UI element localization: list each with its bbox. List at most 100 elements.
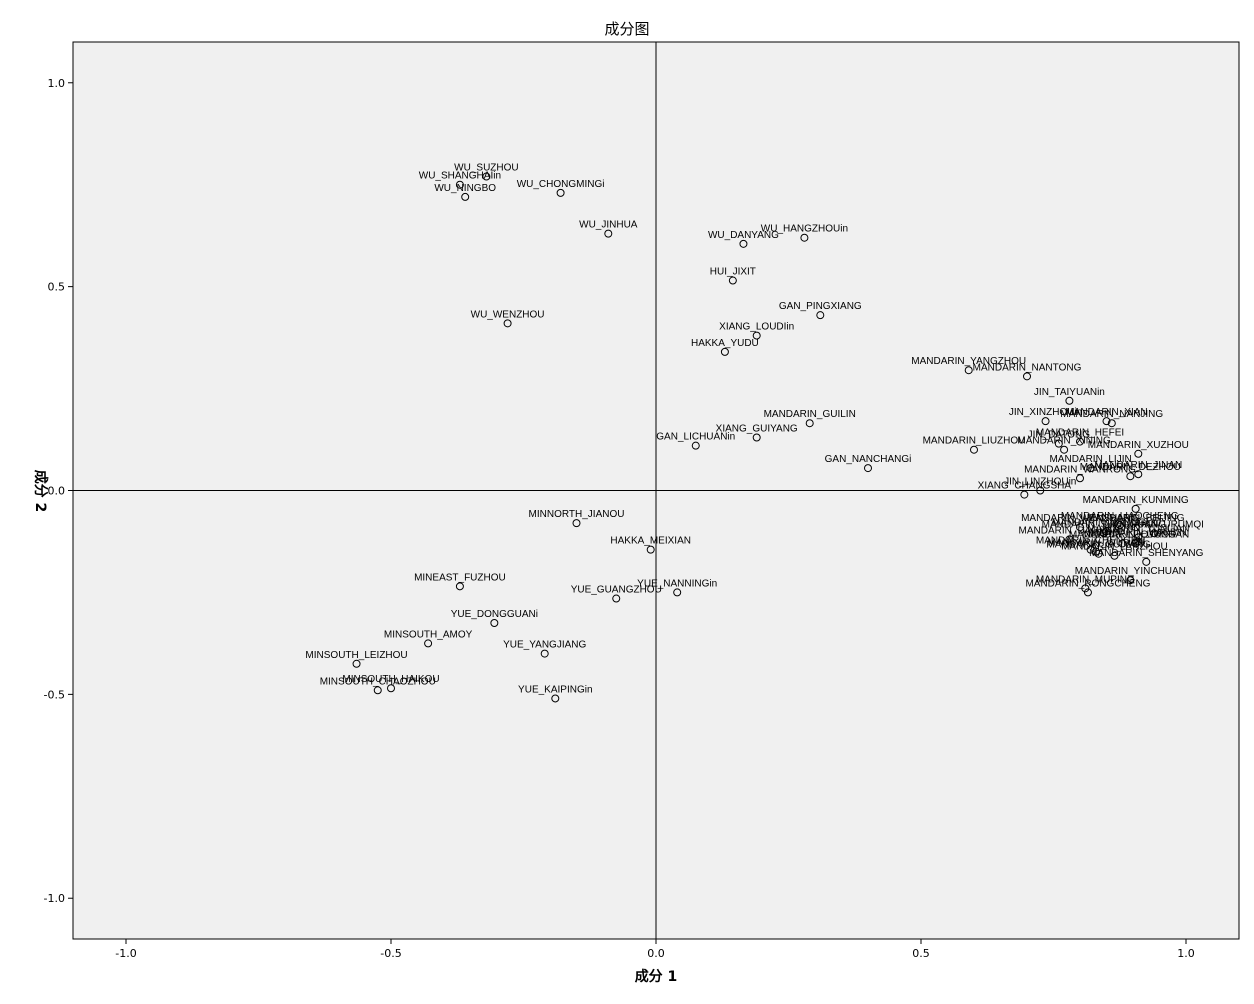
data-point	[1134, 449, 1143, 458]
axis-ticks: -1.0 -0.5 0.0 0.5 1.0 1.0 0.5 0.0 -0.5 -1.0	[44, 77, 1195, 960]
data-point	[1131, 504, 1140, 513]
data-point	[1020, 490, 1029, 499]
data-point-label: MANDARIN_SHOUGUANG	[1042, 519, 1167, 530]
data-point-label: WU_SUZHOU	[454, 163, 518, 174]
data-point	[1142, 557, 1151, 566]
data-point	[1041, 417, 1050, 426]
data-point	[1036, 486, 1045, 495]
y-tick-label: 0.0	[48, 485, 66, 498]
data-point-label: JIN_LINZHOUin	[1004, 477, 1076, 488]
data-point	[1091, 547, 1100, 556]
y-tick-label: -0.5	[44, 688, 65, 701]
data-point	[970, 445, 978, 454]
data-point	[752, 433, 761, 442]
data-point	[1134, 533, 1143, 542]
data-point-label: MANDARIN_LIJIN	[1049, 454, 1131, 465]
data-point-label: JIN_TAIYUANin	[1034, 387, 1105, 398]
data-point	[964, 366, 973, 375]
data-point-label: YUE_GUANGZHOU	[571, 585, 662, 596]
data-point	[1086, 545, 1095, 554]
data-point	[1118, 539, 1127, 548]
data-point-label: MINNORTH_JIANOU	[529, 509, 625, 520]
data-point	[1099, 529, 1108, 538]
data-point	[816, 311, 825, 320]
data-point-label: MANDARIN_LUOYANG	[1069, 530, 1176, 541]
data-point	[739, 239, 748, 248]
data-point-label: WU_WENZHOU	[471, 309, 545, 320]
data-point-label: MANDARIN_XUZHOU	[1088, 440, 1189, 451]
data-point-label: MANDARIN_DEZHOU	[1080, 462, 1181, 473]
data-point-label: MINSOUTH_LEIZHOU	[305, 650, 407, 661]
data-point-label: MANDARIN_WUHAN	[1048, 538, 1145, 549]
data-point-label: MANDARIN_YINCHUAN	[1075, 566, 1186, 577]
data-point-label: MANDARIN_WENSHANG	[1021, 513, 1139, 524]
data-point-label: YUE_YANGJIANG	[503, 640, 586, 651]
data-point	[387, 684, 395, 693]
data-point	[540, 649, 549, 658]
data-point-label: MANDARIN_JINAN	[1094, 460, 1182, 471]
y-tick-label: 1.0	[48, 77, 66, 90]
data-point	[604, 229, 613, 238]
data-point	[572, 519, 581, 528]
data-point	[1134, 470, 1143, 479]
data-point-label: MANDARIN_GUILIN	[764, 409, 856, 420]
data-point-label: MINSOUTH_AMOY	[384, 629, 473, 640]
data-point	[1131, 523, 1140, 532]
data-point	[461, 192, 470, 201]
data-point-label: WU_CHONGMINGi	[517, 179, 605, 190]
data-point	[503, 319, 512, 328]
data-point	[1023, 372, 1031, 381]
data-point	[1134, 537, 1143, 546]
data-point-label: MINEAST_FUZHOU	[414, 572, 506, 583]
data-point-label: MANDARIN_WANRONG	[1024, 464, 1136, 475]
data-point-label: MANDARIN_URUMQI	[1104, 519, 1203, 530]
reference-lines	[73, 42, 1239, 939]
data-point	[1115, 521, 1124, 530]
data-point	[490, 619, 499, 628]
data-point	[864, 464, 872, 473]
data-point-label: MANDARIN_CHENGDU	[1036, 536, 1145, 547]
data-point	[800, 233, 809, 242]
x-tick-label: -0.5	[380, 947, 401, 960]
data-point-label: WU_JINHUA	[579, 220, 638, 231]
data-point-label: WU_DANYANG	[708, 230, 779, 241]
data-point	[1065, 396, 1074, 405]
data-point	[1102, 527, 1111, 536]
data-point-label: MANDARIN_YANGGUO	[1052, 517, 1161, 528]
data-point-label: JIN_XINZHOUin	[1009, 407, 1082, 418]
data-point-label: MINSOUTH_HAIKOU	[342, 674, 439, 685]
data-point-label: JIN_DATONG	[1028, 430, 1091, 441]
data-point-label: HUI_JIXIT	[710, 267, 756, 278]
x-tick-label: 1.0	[1177, 947, 1195, 960]
data-point-label: HAKKA_MEIXIAN	[610, 536, 691, 547]
data-point-label: GAN_LICHUANin	[656, 432, 735, 443]
x-tick-label: 0.5	[912, 947, 930, 960]
data-point-label: MANDARIN_HARBIN	[1090, 527, 1187, 538]
data-point	[1076, 437, 1084, 446]
data-point	[720, 347, 729, 356]
data-point-label: MINSOUTH_CHAOZHOU	[320, 676, 436, 687]
y-axis-title: 成分 2	[32, 470, 49, 513]
data-point	[612, 594, 621, 603]
data-point-label: GAN_PINGXIANG	[779, 301, 862, 312]
data-point	[1054, 439, 1063, 448]
data-point	[455, 582, 464, 591]
data-point	[1110, 551, 1119, 560]
data-point-label: MANDARIN_MUPING	[1036, 574, 1135, 585]
data-point	[673, 588, 682, 597]
data-point	[1102, 417, 1111, 426]
data-point	[455, 180, 464, 189]
x-tick-label: 0.0	[647, 947, 665, 960]
data-point	[646, 545, 655, 554]
data-point-label: WU_HANGZHOUin	[761, 224, 848, 235]
data-point	[752, 331, 761, 340]
y-tick-label: -1.0	[44, 892, 65, 905]
data-point	[1150, 529, 1159, 538]
data-point-label: MANDARIN_DAGUAN	[1019, 525, 1121, 536]
data-point-label: YUE_NANNINGin	[637, 578, 717, 589]
data-point-label: MANDARIN_LIUZHOU	[923, 436, 1026, 447]
data-point	[482, 172, 491, 181]
